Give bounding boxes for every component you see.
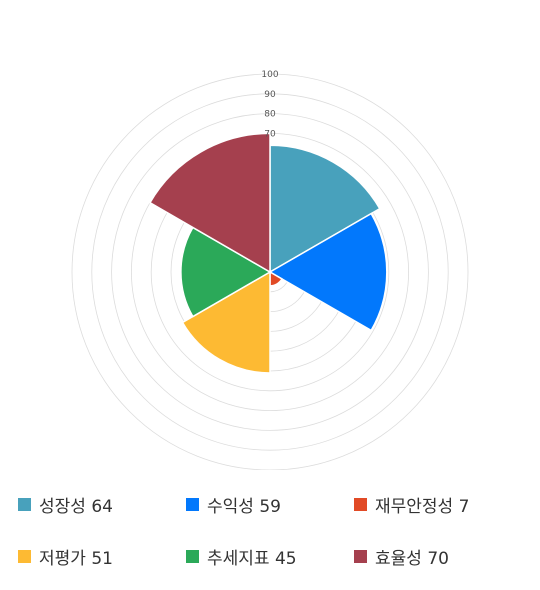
legend-label: 저평가 51 bbox=[39, 548, 113, 569]
radial-tick-label: 70 bbox=[264, 129, 276, 139]
radial-tick-label: 90 bbox=[264, 90, 276, 100]
legend-label: 수익성 59 bbox=[207, 496, 281, 517]
legend-swatch bbox=[186, 549, 199, 563]
legend-swatch bbox=[354, 549, 367, 563]
legend-label: 효율성 70 bbox=[375, 548, 449, 569]
legend-item-efficiency[interactable]: 효율성 70 bbox=[354, 540, 528, 572]
polar-area-chart: 70 80 90 100 bbox=[71, 70, 469, 470]
legend-label: 재무안정성 7 bbox=[375, 496, 470, 517]
slice-1[interactable] bbox=[269, 144, 381, 274]
chart-legend: 성장성 64 수익성 59 재무안정성 7 저평가 51 추세지표 45 효율성… bbox=[18, 488, 528, 572]
slice-4[interactable] bbox=[181, 270, 271, 374]
legend-item-profitability[interactable]: 수익성 59 bbox=[186, 488, 354, 520]
legend-swatch bbox=[18, 549, 31, 563]
grid-ring bbox=[91, 93, 449, 451]
radial-tick-labels: 70 80 90 100 bbox=[261, 70, 278, 139]
slice-2[interactable] bbox=[268, 212, 388, 332]
legend-label: 추세지표 45 bbox=[207, 548, 297, 569]
slice-6[interactable] bbox=[148, 132, 271, 274]
legend-swatch bbox=[186, 497, 199, 511]
legend-swatch bbox=[18, 497, 31, 511]
grid-ring bbox=[71, 73, 469, 470]
legend-item-financial-stability[interactable]: 재무안정성 7 bbox=[354, 488, 528, 520]
slice-5[interactable] bbox=[180, 226, 272, 318]
grid-ring bbox=[111, 113, 429, 431]
legend-label: 성장성 64 bbox=[39, 496, 113, 517]
radial-tick-label: 100 bbox=[261, 70, 278, 80]
legend-item-trend-indicator[interactable]: 추세지표 45 bbox=[186, 540, 354, 572]
radial-tick-label: 80 bbox=[264, 110, 276, 120]
chart-slices bbox=[148, 132, 388, 374]
legend-item-undervaluation[interactable]: 저평가 51 bbox=[18, 540, 186, 572]
legend-swatch bbox=[354, 497, 367, 511]
legend-item-growth[interactable]: 성장성 64 bbox=[18, 488, 186, 520]
